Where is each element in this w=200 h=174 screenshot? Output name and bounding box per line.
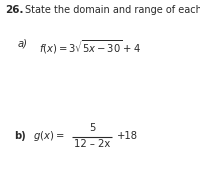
Text: 5: 5 [89,123,95,133]
Text: $g(x) =$: $g(x) =$ [33,129,64,143]
Text: 26.: 26. [5,5,24,15]
Text: 12 – 2x: 12 – 2x [74,139,110,149]
Text: State the domain and range of each function below.: State the domain and range of each funct… [25,5,200,15]
Text: $f(x) = 3\sqrt{5x-30}+4$: $f(x) = 3\sqrt{5x-30}+4$ [39,38,141,56]
Text: a): a) [18,38,28,48]
Text: b): b) [14,131,26,141]
Text: +18: +18 [117,131,138,141]
